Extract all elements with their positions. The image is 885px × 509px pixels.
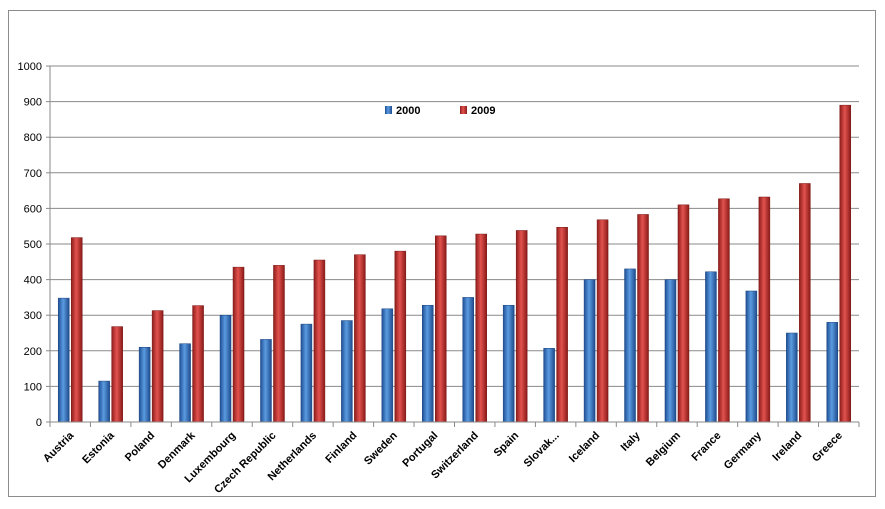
chart-frame: 0 100 200 300 400 500 600 700 800 900 1000 Austria E…	[8, 10, 876, 497]
bar-2009-belgium	[677, 204, 690, 423]
bar-2000-sweden	[381, 308, 394, 423]
bar-2009-germany	[758, 196, 771, 423]
y-tick-label: 100	[24, 381, 42, 393]
bar-2009-netherlands	[313, 259, 326, 423]
bar-2000-greece	[826, 322, 839, 423]
gridlines	[50, 65, 859, 423]
bar-2009-switzerland	[475, 233, 487, 423]
bar-2009-luxembourg	[232, 266, 245, 423]
bar-2000-switzerland	[462, 297, 474, 423]
x-category-label: Spain	[492, 429, 522, 459]
x-category-label: Greece	[810, 430, 845, 465]
bar-2009-austria	[70, 237, 83, 423]
legend-swatch-2000	[385, 106, 392, 114]
bar-2009-iceland	[596, 219, 609, 423]
bar-2009-denmark	[192, 305, 204, 423]
bar-2009-estonia	[111, 326, 123, 423]
y-tick-label: 300	[24, 310, 42, 322]
x-category-label: Austria	[41, 429, 77, 465]
bar-2009-italy	[637, 214, 649, 423]
y-tick-label: 0	[36, 417, 42, 429]
bar-2009-france	[718, 198, 730, 423]
bar-2000-ireland	[786, 332, 798, 423]
y-tick-label: 500	[24, 239, 42, 251]
bar-2000-italy	[624, 268, 636, 423]
bar-2000-spain	[502, 304, 515, 423]
x-category-label: Denmark	[156, 429, 198, 471]
x-category-label: Portugal	[400, 430, 440, 470]
bar-2000-czechrepublic	[260, 339, 272, 423]
bar-2000-slovak	[543, 348, 555, 423]
y-tick-label: 600	[24, 203, 42, 215]
y-tick-label: 1000	[18, 61, 42, 73]
y-tick-label: 800	[24, 132, 42, 144]
x-category-label: Finland	[323, 430, 359, 466]
bar-2000-netherlands	[300, 323, 313, 423]
bar-2000-germany	[745, 290, 758, 423]
x-category-label: Slovak...	[522, 430, 562, 470]
x-category-label: Sweden	[362, 429, 400, 467]
legend-label-2000: 2000	[396, 105, 420, 117]
bar-2000-iceland	[583, 279, 596, 423]
bar-2000-denmark	[179, 343, 191, 423]
x-category-label: France	[690, 430, 724, 464]
x-category-label: Estonia	[80, 429, 117, 466]
y-tick-label: 900	[24, 97, 42, 109]
x-category-label: Iceland	[567, 430, 602, 465]
bar-2000-belgium	[664, 279, 677, 423]
x-category-label: Poland	[123, 430, 157, 464]
x-category-label: Germany	[722, 429, 765, 472]
bar-2009-finland	[354, 254, 366, 423]
bar-2000-luxembourg	[219, 314, 232, 423]
bar-2000-finland	[341, 320, 353, 423]
bar-2000-austria	[57, 297, 70, 423]
legend-label-2009: 2009	[471, 105, 495, 117]
bar-2009-slovak	[556, 227, 568, 423]
bar-2000-portugal	[422, 304, 434, 423]
bars	[57, 104, 852, 423]
bar-2009-greece	[839, 104, 852, 423]
legend: 2000 2009	[385, 105, 495, 117]
x-category-label: Belgium	[644, 429, 683, 468]
bar-2000-poland	[138, 346, 151, 423]
bar-2009-poland	[151, 310, 164, 423]
bar-2009-ireland	[799, 183, 811, 423]
bar-2000-france	[705, 271, 717, 423]
y-tick-label: 200	[24, 346, 42, 358]
bar-chart: 0 100 200 300 400 500 600 700 800 900 1000 Austria E…	[18, 61, 860, 496]
x-category-label: Italy	[619, 429, 644, 454]
legend-swatch-2009	[460, 106, 467, 114]
bar-2000-estonia	[98, 380, 110, 423]
x-category-label: Ireland	[770, 430, 804, 464]
bar-2009-czechrepublic	[273, 265, 285, 423]
y-tick-label: 700	[24, 168, 42, 180]
bar-2009-portugal	[435, 235, 447, 423]
bar-2009-sweden	[394, 250, 407, 423]
y-tick-label: 400	[24, 275, 42, 287]
bar-2009-spain	[515, 230, 528, 423]
